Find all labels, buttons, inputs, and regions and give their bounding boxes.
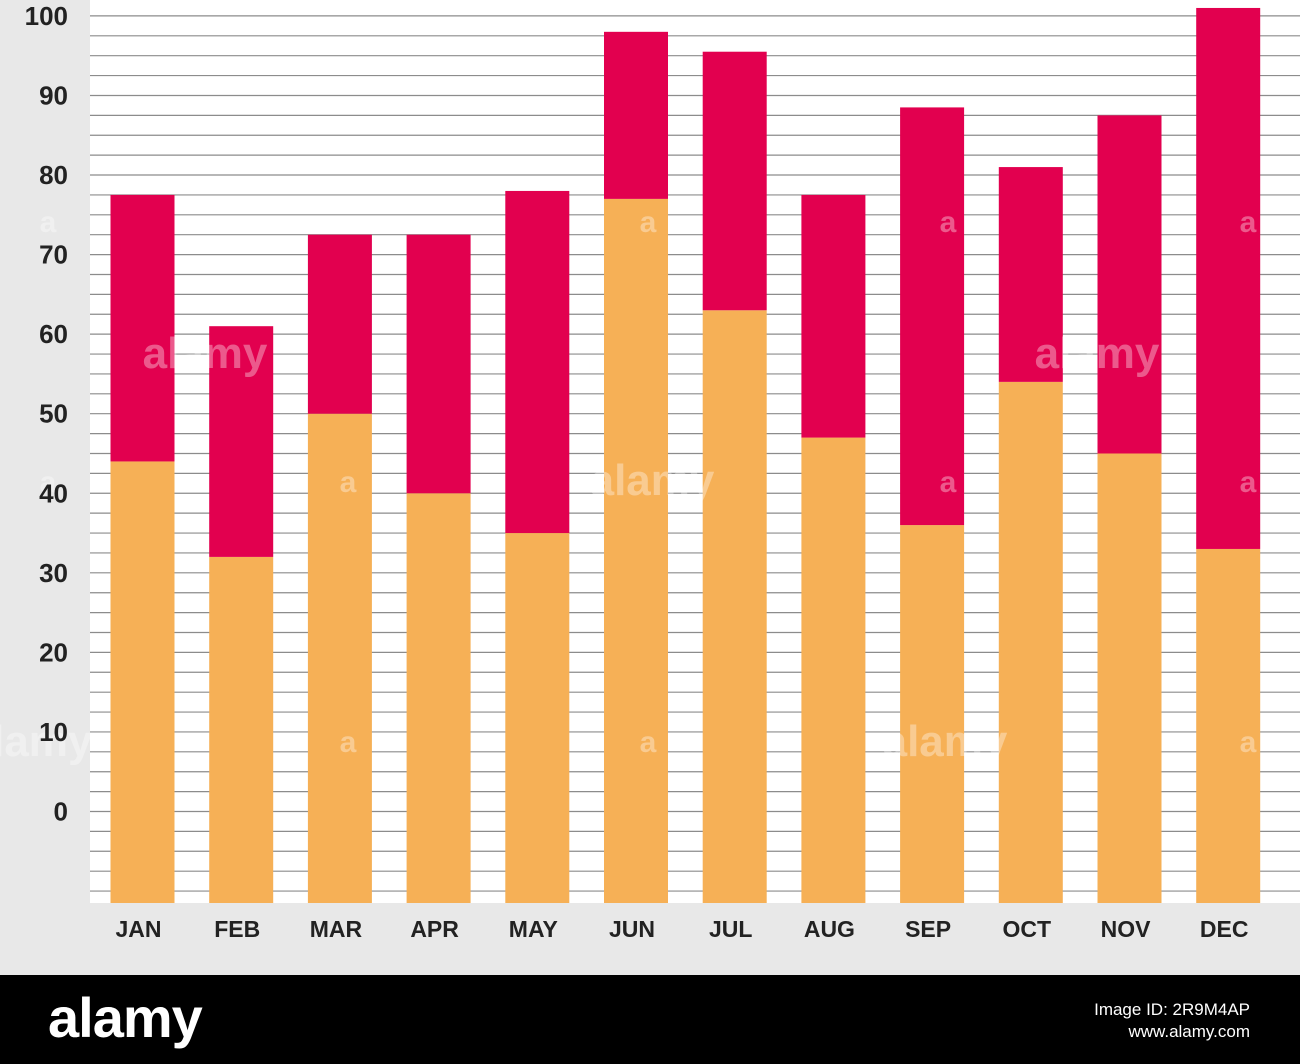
bar-oct-segment-1 (998, 381, 1063, 903)
bar-nov-segment-1 (1097, 453, 1162, 903)
watermark-letter: a (1240, 726, 1257, 759)
x-tick-label: DEC (1200, 916, 1249, 942)
bar-aug-segment-2 (801, 194, 866, 438)
y-axis-tick-labels: 0 10 20 30 40 50 60 70 80 90 100 (25, 1, 68, 827)
y-tick-label: 90 (39, 80, 68, 110)
bar-jun-segment-1 (604, 198, 668, 903)
stacked-bar-chart: alamy alamy alamy alamy alamy a a a a a a a a a a a a 0 1… (0, 0, 1300, 942)
y-tick-label: 50 (39, 399, 68, 429)
bar-jan-segment-1 (110, 461, 175, 903)
chart-area: alamy alamy alamy alamy alamy a a a a a a a a a a a a 0 1… (0, 0, 1300, 942)
watermark: alamy alamy alamy alamy alamy a a a a a a a a a a a a (0, 206, 1257, 766)
x-tick-label: JAN (115, 916, 161, 942)
bar-dec-segment-2 (1196, 7, 1261, 549)
bars (110, 7, 1261, 903)
y-tick-label: 30 (39, 558, 68, 588)
y-tick-label: 20 (39, 637, 68, 667)
y-tick-label: 80 (39, 160, 68, 190)
watermark-letter: a (640, 726, 657, 759)
bar-dec-segment-1 (1196, 548, 1261, 903)
y-tick-label: 70 (39, 240, 68, 270)
y-tick-label: 40 (39, 478, 68, 508)
x-tick-label: AUG (804, 916, 855, 942)
x-tick-label: MAY (509, 916, 558, 942)
watermark-letter: a (1240, 206, 1257, 239)
watermark-letter: a (40, 466, 57, 499)
footer-bar: alamy Image ID: 2R9M4AP www.alamy.com (0, 975, 1300, 1064)
bar-may-segment-1 (505, 533, 570, 903)
bar-aug-segment-1 (801, 437, 866, 903)
bar-jul-segment-1 (702, 310, 767, 903)
bar-may-segment-2 (505, 190, 570, 534)
x-tick-label: OCT (1003, 916, 1052, 942)
watermark-word: alamy (590, 456, 715, 505)
bar-oct-segment-2 (998, 167, 1063, 382)
watermark-letter: a (1240, 466, 1257, 499)
bar-apr-segment-1 (406, 493, 471, 903)
watermark-letter: a (640, 206, 657, 239)
x-axis-tick-labels: JAN FEB MAR APR MAY JUN JUL AUG SEP OCT NOV DEC (115, 916, 1248, 942)
watermark-word: alamy (0, 717, 93, 766)
watermark-letter: a (40, 206, 57, 239)
x-tick-label: FEB (214, 916, 260, 942)
y-tick-label: 0 (54, 797, 68, 827)
bar-mar-segment-1 (307, 413, 372, 903)
bar-feb-segment-1 (209, 556, 274, 903)
x-tick-label: APR (410, 916, 459, 942)
watermark-word: alamy (143, 329, 268, 378)
bar-nov-segment-2 (1097, 115, 1162, 454)
bar-jun-segment-2 (604, 31, 668, 199)
image-id-block: Image ID: 2R9M4AP www.alamy.com (1094, 999, 1250, 1043)
website-line: www.alamy.com (1128, 1022, 1250, 1041)
watermark-word: alamy (883, 717, 1008, 766)
image-id-line: Image ID: 2R9M4AP (1094, 1000, 1250, 1019)
watermark-word: alamy (1035, 329, 1160, 378)
x-tick-label: NOV (1101, 916, 1152, 942)
x-tick-label: JUL (709, 916, 752, 942)
bar-jan-segment-2 (110, 194, 175, 462)
bar-sep-segment-2 (900, 107, 965, 526)
watermark-letter: a (340, 466, 357, 499)
x-tick-label: JUN (609, 916, 655, 942)
x-tick-label: SEP (905, 916, 951, 942)
bar-mar-segment-2 (307, 234, 372, 414)
bar-apr-segment-2 (406, 234, 471, 494)
y-tick-label: 10 (39, 717, 68, 747)
watermark-letter: a (940, 466, 957, 499)
y-tick-label: 60 (39, 319, 68, 349)
bar-sep-segment-1 (900, 525, 965, 903)
bar-jul-segment-2 (702, 51, 767, 311)
bar-feb-segment-2 (209, 326, 274, 557)
alamy-logo: alamy (48, 986, 203, 1049)
watermark-letter: a (340, 726, 357, 759)
watermark-letter: a (340, 206, 357, 239)
y-tick-label: 100 (25, 1, 68, 31)
watermark-letter: a (940, 206, 957, 239)
x-tick-label: MAR (310, 916, 363, 942)
